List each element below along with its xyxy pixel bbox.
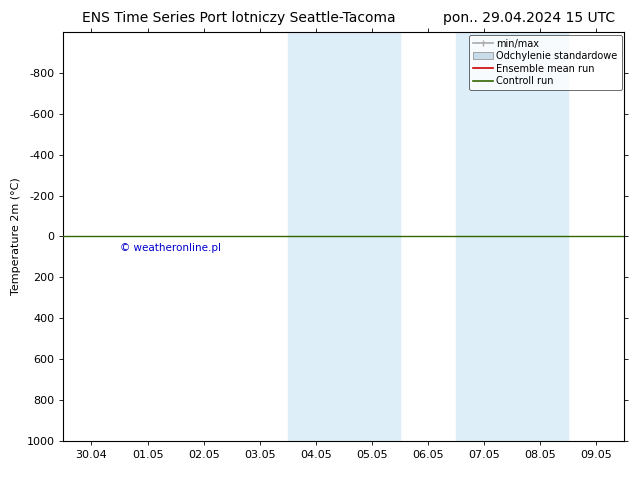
Text: pon.. 29.04.2024 15 UTC: pon.. 29.04.2024 15 UTC xyxy=(443,11,615,25)
Bar xyxy=(456,32,512,441)
Bar xyxy=(288,32,344,441)
Legend: min/max, Odchylenie standardowe, Ensemble mean run, Controll run: min/max, Odchylenie standardowe, Ensembl… xyxy=(469,35,621,90)
Bar xyxy=(512,32,569,441)
Text: © weatheronline.pl: © weatheronline.pl xyxy=(120,243,221,252)
Bar xyxy=(344,32,400,441)
Y-axis label: Temperature 2m (°C): Temperature 2m (°C) xyxy=(11,177,21,295)
Text: ENS Time Series Port lotniczy Seattle-Tacoma: ENS Time Series Port lotniczy Seattle-Ta… xyxy=(82,11,396,25)
